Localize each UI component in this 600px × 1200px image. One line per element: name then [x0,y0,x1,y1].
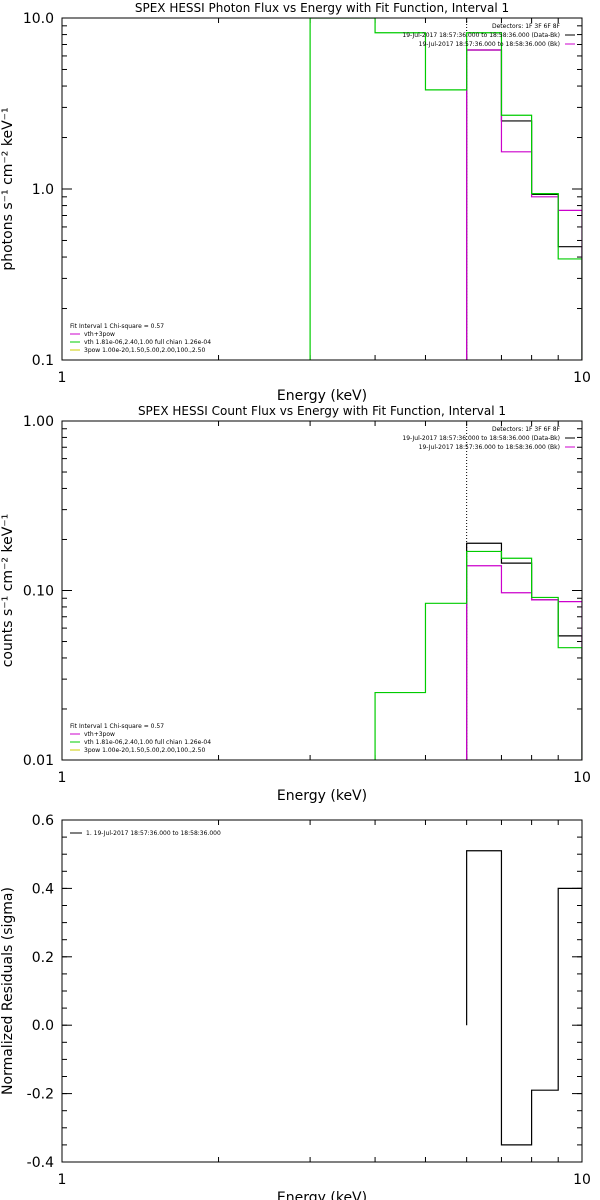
legend-label: vth 1.81e-06,2.40,1.00 full chian 1.26e-… [84,339,211,346]
x-axis-label: Energy (keV) [277,1190,367,1200]
annotation-line: Detectors: 1F 3F 6F 8F [492,23,561,30]
y-tick-label: 0.0 [32,1018,54,1034]
y-axis-label: photons s⁻¹ cm⁻² keV⁻¹ [0,107,16,270]
x-tick-label: 1 [58,370,67,386]
y-tick-label: 0.2 [32,950,54,966]
plot-frame [61,819,583,1163]
chart-panel-1: SPEX HESSI Photon Flux vs Energy with Fi… [0,1,591,404]
annotation-line: 19-Jul-2017 18:57:36.000 to 18:58:36.000… [419,41,560,48]
x-axis-label: Energy (keV) [277,788,367,804]
series-step-line-1 [466,49,582,360]
y-tick-label: 1.00 [23,414,54,430]
y-tick-label: -0.2 [27,1087,54,1103]
series-step-line-3 [374,550,582,760]
y-tick-label: 0.01 [23,753,54,769]
legend-label: vth+3pow [84,331,115,338]
legend-label: 3pow 1.00e-20,1.50,5.00,2.00,100.,2.50 [84,747,205,754]
y-tick-label: 0.4 [32,881,54,897]
annotation-line: 19-Jul-2017 18:57:36.000 to 18:58:36.000… [402,32,560,39]
series-step-line-2 [466,565,582,760]
series-step-line-1 [466,850,582,1146]
y-tick-label: 0.1 [32,353,54,369]
x-axis-label: Energy (keV) [277,388,367,404]
y-tick-label: 0.10 [23,584,54,600]
annotation-line: 19-Jul-2017 18:57:36.000 to 18:58:36.000… [402,435,560,442]
x-tick-label: 10 [573,770,591,786]
series-step-line-2 [466,49,582,360]
plot-frame [61,420,583,761]
legend-label: vth+3pow [84,731,115,738]
plot-area [374,421,582,760]
y-tick-label: 0.6 [32,813,54,829]
chart-title: SPEX HESSI Photon Flux vs Energy with Fi… [135,1,509,15]
series-step-line-3 [309,18,582,360]
x-tick-label: 1 [58,1172,67,1188]
plot-area [466,850,582,1146]
x-tick-label: 10 [573,1172,591,1188]
plot-frame [61,17,583,361]
annotation-line: Detectors: 1F 3F 6F 8F [492,426,561,433]
annotation-line: 19-Jul-2017 18:57:36.000 to 18:58:36.000… [419,444,560,451]
y-tick-label: 1.0 [32,182,54,198]
legend-heading: Fit Interval 1 Chi-square = 0.57 [70,723,164,730]
series-step-line-1 [466,542,582,760]
chart-title: SPEX HESSI Count Flux vs Energy with Fit… [138,404,506,418]
x-tick-label: 1 [58,770,67,786]
x-tick-label: 10 [573,370,591,386]
legend-label: 3pow 1.00e-20,1.50,5.00,2.00,100.,2.50 [84,347,205,354]
plot-area [309,18,582,360]
y-axis-label: Normalized Residuals (sigma) [0,887,16,1095]
legend-label: vth 1.81e-06,2.40,1.00 full chian 1.26e-… [84,739,211,746]
y-axis-label: counts s⁻¹ cm⁻² keV⁻¹ [0,514,16,668]
y-tick-label: -0.4 [27,1155,54,1171]
legend-label: 1. 19-Jul-2017 18:57:36.000 to 18:58:36.… [86,830,221,837]
chart-panel-2: SPEX HESSI Count Flux vs Energy with Fit… [0,404,591,804]
chart-panel-3: -0.4 -0.2 0.0 0.2 0.4 0.6 1 10 Energy (keV) Norma… [0,813,591,1200]
legend-heading: Fit Interval 1 Chi-square = 0.57 [70,323,164,330]
y-tick-label: 10.0 [23,11,54,27]
